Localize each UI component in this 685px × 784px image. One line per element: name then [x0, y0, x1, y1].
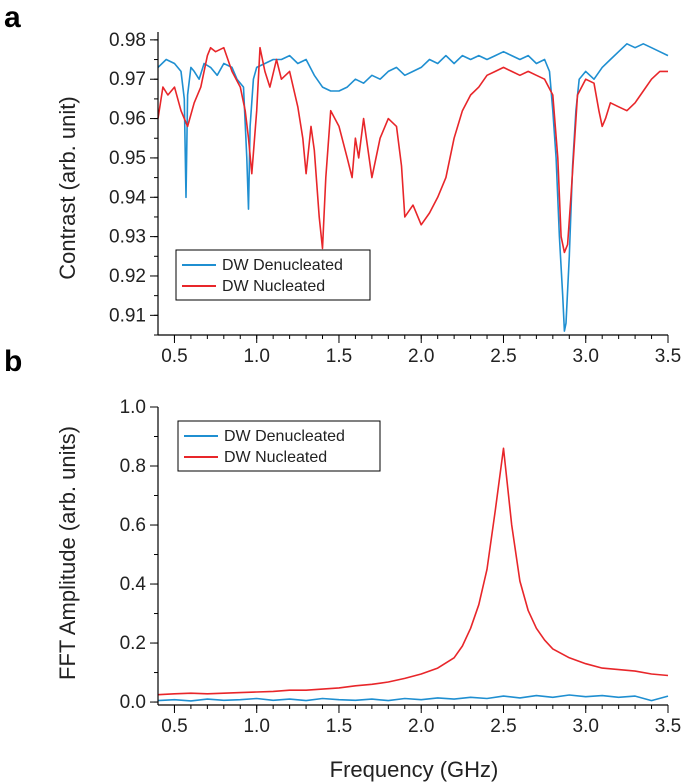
- x-tick-label: 1.5: [326, 716, 352, 737]
- y-tick-label: 0.0: [120, 692, 146, 713]
- y-tick-label: 0.95: [109, 148, 146, 169]
- y-tick-label: 0.96: [109, 109, 146, 130]
- legend-box: [177, 420, 381, 472]
- legend-label-dw-nucleated: DW Nucleated: [222, 278, 325, 295]
- panel-b-axes: 0.0 0.2 0.4 0.6 0.8 1.0 0.5 1.0 1.5 2.0 2.5 3.0 3.5: [120, 397, 682, 737]
- x-tick-label: 1.0: [243, 716, 269, 737]
- panel-b-chart: b FFT Amplitude (arb. units) Frequency (…: [4, 345, 681, 782]
- panel-b-y-axis-title: FFT Amplitude (arb. units): [55, 426, 80, 680]
- series-line-dw-nucleated: [157, 46, 668, 254]
- series-line-dw-denucleated: [157, 694, 669, 702]
- panel-a-plot-area: [157, 42, 669, 332]
- panel-b-legend: DW Denucleated DW Nucleated: [177, 420, 381, 472]
- panel-b-x-axis-title: Frequency (GHz): [330, 757, 499, 782]
- y-tick-label: 0.8: [120, 456, 146, 477]
- legend-label-dw-nucleated: DW Nucleated: [224, 449, 327, 466]
- x-tick-label: 3.5: [655, 716, 681, 737]
- series-line-dw-nucleated: [157, 447, 669, 696]
- x-tick-label: 0.5: [161, 716, 187, 737]
- x-tick-label: 2.5: [490, 716, 516, 737]
- y-tick-label: 0.2: [120, 633, 146, 654]
- y-tick-label: 0.93: [109, 227, 146, 248]
- x-tick-label: 3.5: [655, 346, 681, 367]
- x-tick-label: 1.0: [243, 346, 269, 367]
- y-tick-label: 1.0: [120, 397, 146, 418]
- y-tick-label: 0.6: [120, 515, 146, 536]
- x-tick-label: 2.0: [408, 716, 434, 737]
- legend-label-dw-denucleated: DW Denucleated: [224, 428, 345, 445]
- panel-b-label: b: [4, 345, 22, 378]
- x-tick-label: 3.0: [573, 716, 599, 737]
- panel-a-label: a: [4, 1, 21, 34]
- panel-a-axes: 0.91 0.92 0.93 0.94 0.95 0.96 0.97 0.98 0.5 1.0 1.…: [109, 30, 681, 367]
- x-tick-label: 0.5: [161, 346, 187, 367]
- y-tick-label: 0.92: [109, 266, 146, 287]
- panel-a-chart: a Contrast (arb. unit) 0.910.920.930.940…: [4, 1, 681, 367]
- y-tick-label: 0.91: [109, 305, 146, 326]
- panel-b-plot-area: [157, 447, 669, 702]
- x-tick-label: 1.5: [326, 346, 352, 367]
- x-tick-label: 2.0: [408, 346, 434, 367]
- y-tick-label: 0.94: [109, 187, 146, 208]
- y-tick-label: 0.97: [109, 69, 146, 90]
- legend-box: [175, 249, 371, 301]
- panel-a-y-axis-title: Contrast (arb. unit): [55, 96, 80, 279]
- x-tick-label: 3.0: [573, 346, 599, 367]
- legend-label-dw-denucleated: DW Denucleated: [222, 257, 343, 274]
- y-tick-label: 0.98: [109, 30, 146, 51]
- x-tick-label: 2.5: [490, 346, 516, 367]
- panel-a-legend: DW Denucleated DW Nucleated: [175, 249, 371, 301]
- y-tick-label: 0.4: [120, 574, 147, 595]
